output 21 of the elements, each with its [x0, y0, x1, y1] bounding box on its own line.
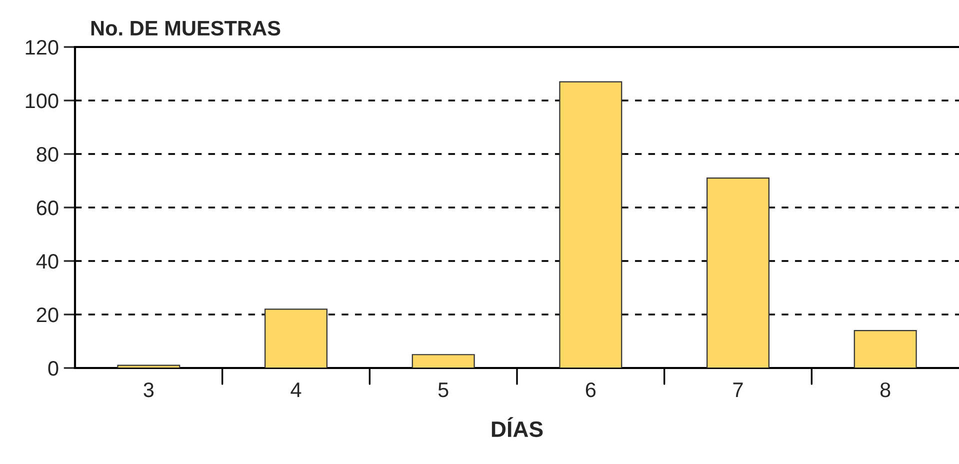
x-tick-label: 5: [438, 382, 448, 398]
x-tick-label: 7: [733, 382, 743, 397]
x-axis-title: DÍAS: [492, 417, 543, 438]
x-tick-label: 3: [144, 382, 154, 398]
y-tick-label: 0: [48, 361, 58, 376]
x-tick-label: 4: [290, 382, 302, 397]
y-tick-label: 40: [36, 254, 58, 269]
y-tick-label: 120: [26, 40, 58, 55]
y-tick-label: 80: [36, 147, 58, 162]
x-tick-label: 6: [586, 382, 596, 398]
bar: [854, 330, 917, 368]
y-tick-label: 100: [26, 94, 58, 108]
y-tick-label: 20: [36, 308, 58, 322]
bar: [412, 354, 475, 368]
y-axis-title: No. DE MUESTRAS: [91, 20, 280, 36]
bar: [706, 178, 770, 368]
x-tick-label: 8: [880, 382, 890, 398]
bar: [264, 308, 328, 368]
bar: [117, 364, 180, 368]
bar: [559, 81, 622, 368]
y-tick-label: 60: [36, 200, 58, 216]
